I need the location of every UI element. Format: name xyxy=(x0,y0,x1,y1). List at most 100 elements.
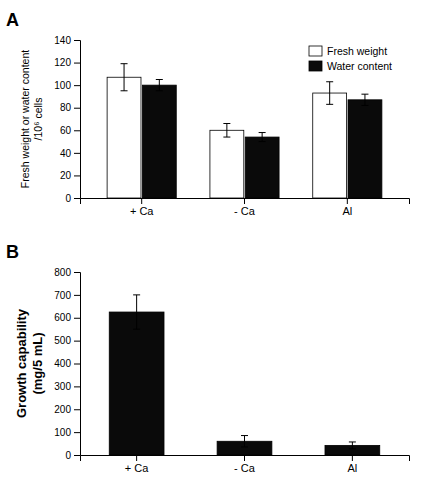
y-tick-label: 700 xyxy=(54,290,71,301)
y-tick-label: 200 xyxy=(54,404,71,415)
x-tick-mark xyxy=(244,455,245,461)
error-bar xyxy=(326,82,333,105)
x-tick-label: + Ca xyxy=(125,462,149,474)
y-axis-line xyxy=(74,273,81,456)
legend-item: Fresh weight xyxy=(309,45,387,57)
x-tick-label: Al xyxy=(347,462,357,474)
y-tick-mark xyxy=(74,318,80,319)
legend-item: Water content xyxy=(309,60,392,72)
panel-label: B xyxy=(6,242,19,262)
x-tick: Al xyxy=(347,455,357,474)
y-tick-label: 20 xyxy=(60,170,72,181)
y-axis: 0 100 200 300 400 500 600 700 800 xyxy=(54,267,80,461)
y-tick-label: 120 xyxy=(54,57,71,68)
y-tick-label: 300 xyxy=(54,381,71,392)
y-tick-mark xyxy=(74,364,80,365)
error-bar xyxy=(156,80,163,91)
x-tick-mark xyxy=(244,198,245,204)
y-axis-line xyxy=(74,41,81,199)
x-tick-label: - Ca xyxy=(234,205,256,217)
y-axis-title: Fresh weight or water content/10⁶ cells xyxy=(19,50,44,188)
y-tick-label: 100 xyxy=(54,427,71,438)
x-axis: + Ca - Ca Al xyxy=(81,198,410,217)
y-tick: 200 xyxy=(54,404,80,415)
y-tick: 300 xyxy=(54,381,80,392)
y-tick: 60 xyxy=(60,125,80,136)
bar-series xyxy=(142,80,381,199)
y-axis: 0 20 40 60 80 100 120 140 xyxy=(54,35,80,204)
y-tick: 800 xyxy=(54,267,80,278)
y-tick-mark xyxy=(74,409,80,410)
y-tick: 120 xyxy=(54,57,80,68)
y-tick-mark xyxy=(74,108,80,109)
y-tick: 40 xyxy=(60,148,80,159)
y-tick-label: 40 xyxy=(60,148,72,159)
y-tick: 0 xyxy=(65,450,80,461)
y-tick-mark xyxy=(74,272,80,273)
x-tick-mark xyxy=(352,455,353,461)
y-tick: 600 xyxy=(54,312,80,323)
y-tick-label: 800 xyxy=(54,267,71,278)
legend-swatch xyxy=(309,61,322,71)
y-tick-mark xyxy=(74,130,80,131)
legend: Fresh weight Water content xyxy=(309,45,392,72)
x-tick: - Ca xyxy=(234,198,256,217)
figure: 0 20 40 60 80 100 120 140 + Ca - Ca Al Fresh weight… xyxy=(0,0,421,500)
y-tick-label: 600 xyxy=(54,312,71,323)
y-tick-label: 0 xyxy=(65,450,71,461)
error-bar xyxy=(361,94,368,105)
x-tick-mark xyxy=(141,198,142,204)
bar xyxy=(142,85,176,198)
y-tick-label: 80 xyxy=(60,102,72,113)
plot-area xyxy=(107,64,382,198)
x-tick: + Ca xyxy=(125,455,149,474)
y-tick: 100 xyxy=(54,427,80,438)
x-axis-line xyxy=(81,199,410,205)
panel: 0 20 40 60 80 100 120 140 + Ca - Ca Al Fresh weight… xyxy=(6,10,410,217)
y-tick: 400 xyxy=(54,358,80,369)
y-tick-mark xyxy=(74,63,80,64)
x-axis: + Ca - Ca Al xyxy=(81,455,410,474)
y-tick-label: 60 xyxy=(60,125,72,136)
legend-label: Water content xyxy=(327,60,392,72)
x-tick-label: + Ca xyxy=(130,205,154,217)
y-tick: 0 xyxy=(65,193,80,204)
x-tick-label: - Ca xyxy=(234,462,256,474)
y-tick-mark xyxy=(74,153,80,154)
error-bar xyxy=(349,442,356,449)
panel-label: A xyxy=(6,10,19,30)
bar-series xyxy=(109,295,380,455)
error-bar xyxy=(121,64,128,91)
x-axis-line xyxy=(81,456,410,462)
bar-series xyxy=(107,64,346,198)
bar xyxy=(348,100,382,198)
panel: 0 100 200 300 400 500 600 700 800 + Ca - Ca Al Growt… xyxy=(6,242,410,474)
legend-swatch xyxy=(309,46,322,56)
y-tick-mark xyxy=(74,175,80,176)
y-tick: 500 xyxy=(54,335,80,346)
x-tick: Al xyxy=(342,198,352,217)
y-tick: 100 xyxy=(54,80,80,91)
y-tick-label: 500 xyxy=(54,335,71,346)
y-axis-title: Growth capability(mg/5 mL) xyxy=(14,308,45,418)
bar xyxy=(245,137,279,198)
y-tick-mark xyxy=(74,341,80,342)
y-tick-mark xyxy=(74,40,80,41)
y-tick-mark xyxy=(74,295,80,296)
y-tick-label: 140 xyxy=(54,35,71,46)
x-tick-mark xyxy=(136,455,137,461)
bar xyxy=(109,312,164,455)
y-tick-label: 100 xyxy=(54,80,71,91)
legend-label: Fresh weight xyxy=(327,45,387,57)
x-tick: - Ca xyxy=(234,455,256,474)
bar xyxy=(313,93,347,198)
bar xyxy=(210,130,244,198)
error-bar xyxy=(133,295,140,329)
error-bar xyxy=(241,436,248,447)
error-bar xyxy=(259,133,266,142)
x-tick-mark xyxy=(347,198,348,204)
error-bar xyxy=(223,124,230,138)
y-tick-mark xyxy=(74,432,80,433)
y-tick-label: 0 xyxy=(65,193,71,204)
y-tick-label: 400 xyxy=(54,358,71,369)
